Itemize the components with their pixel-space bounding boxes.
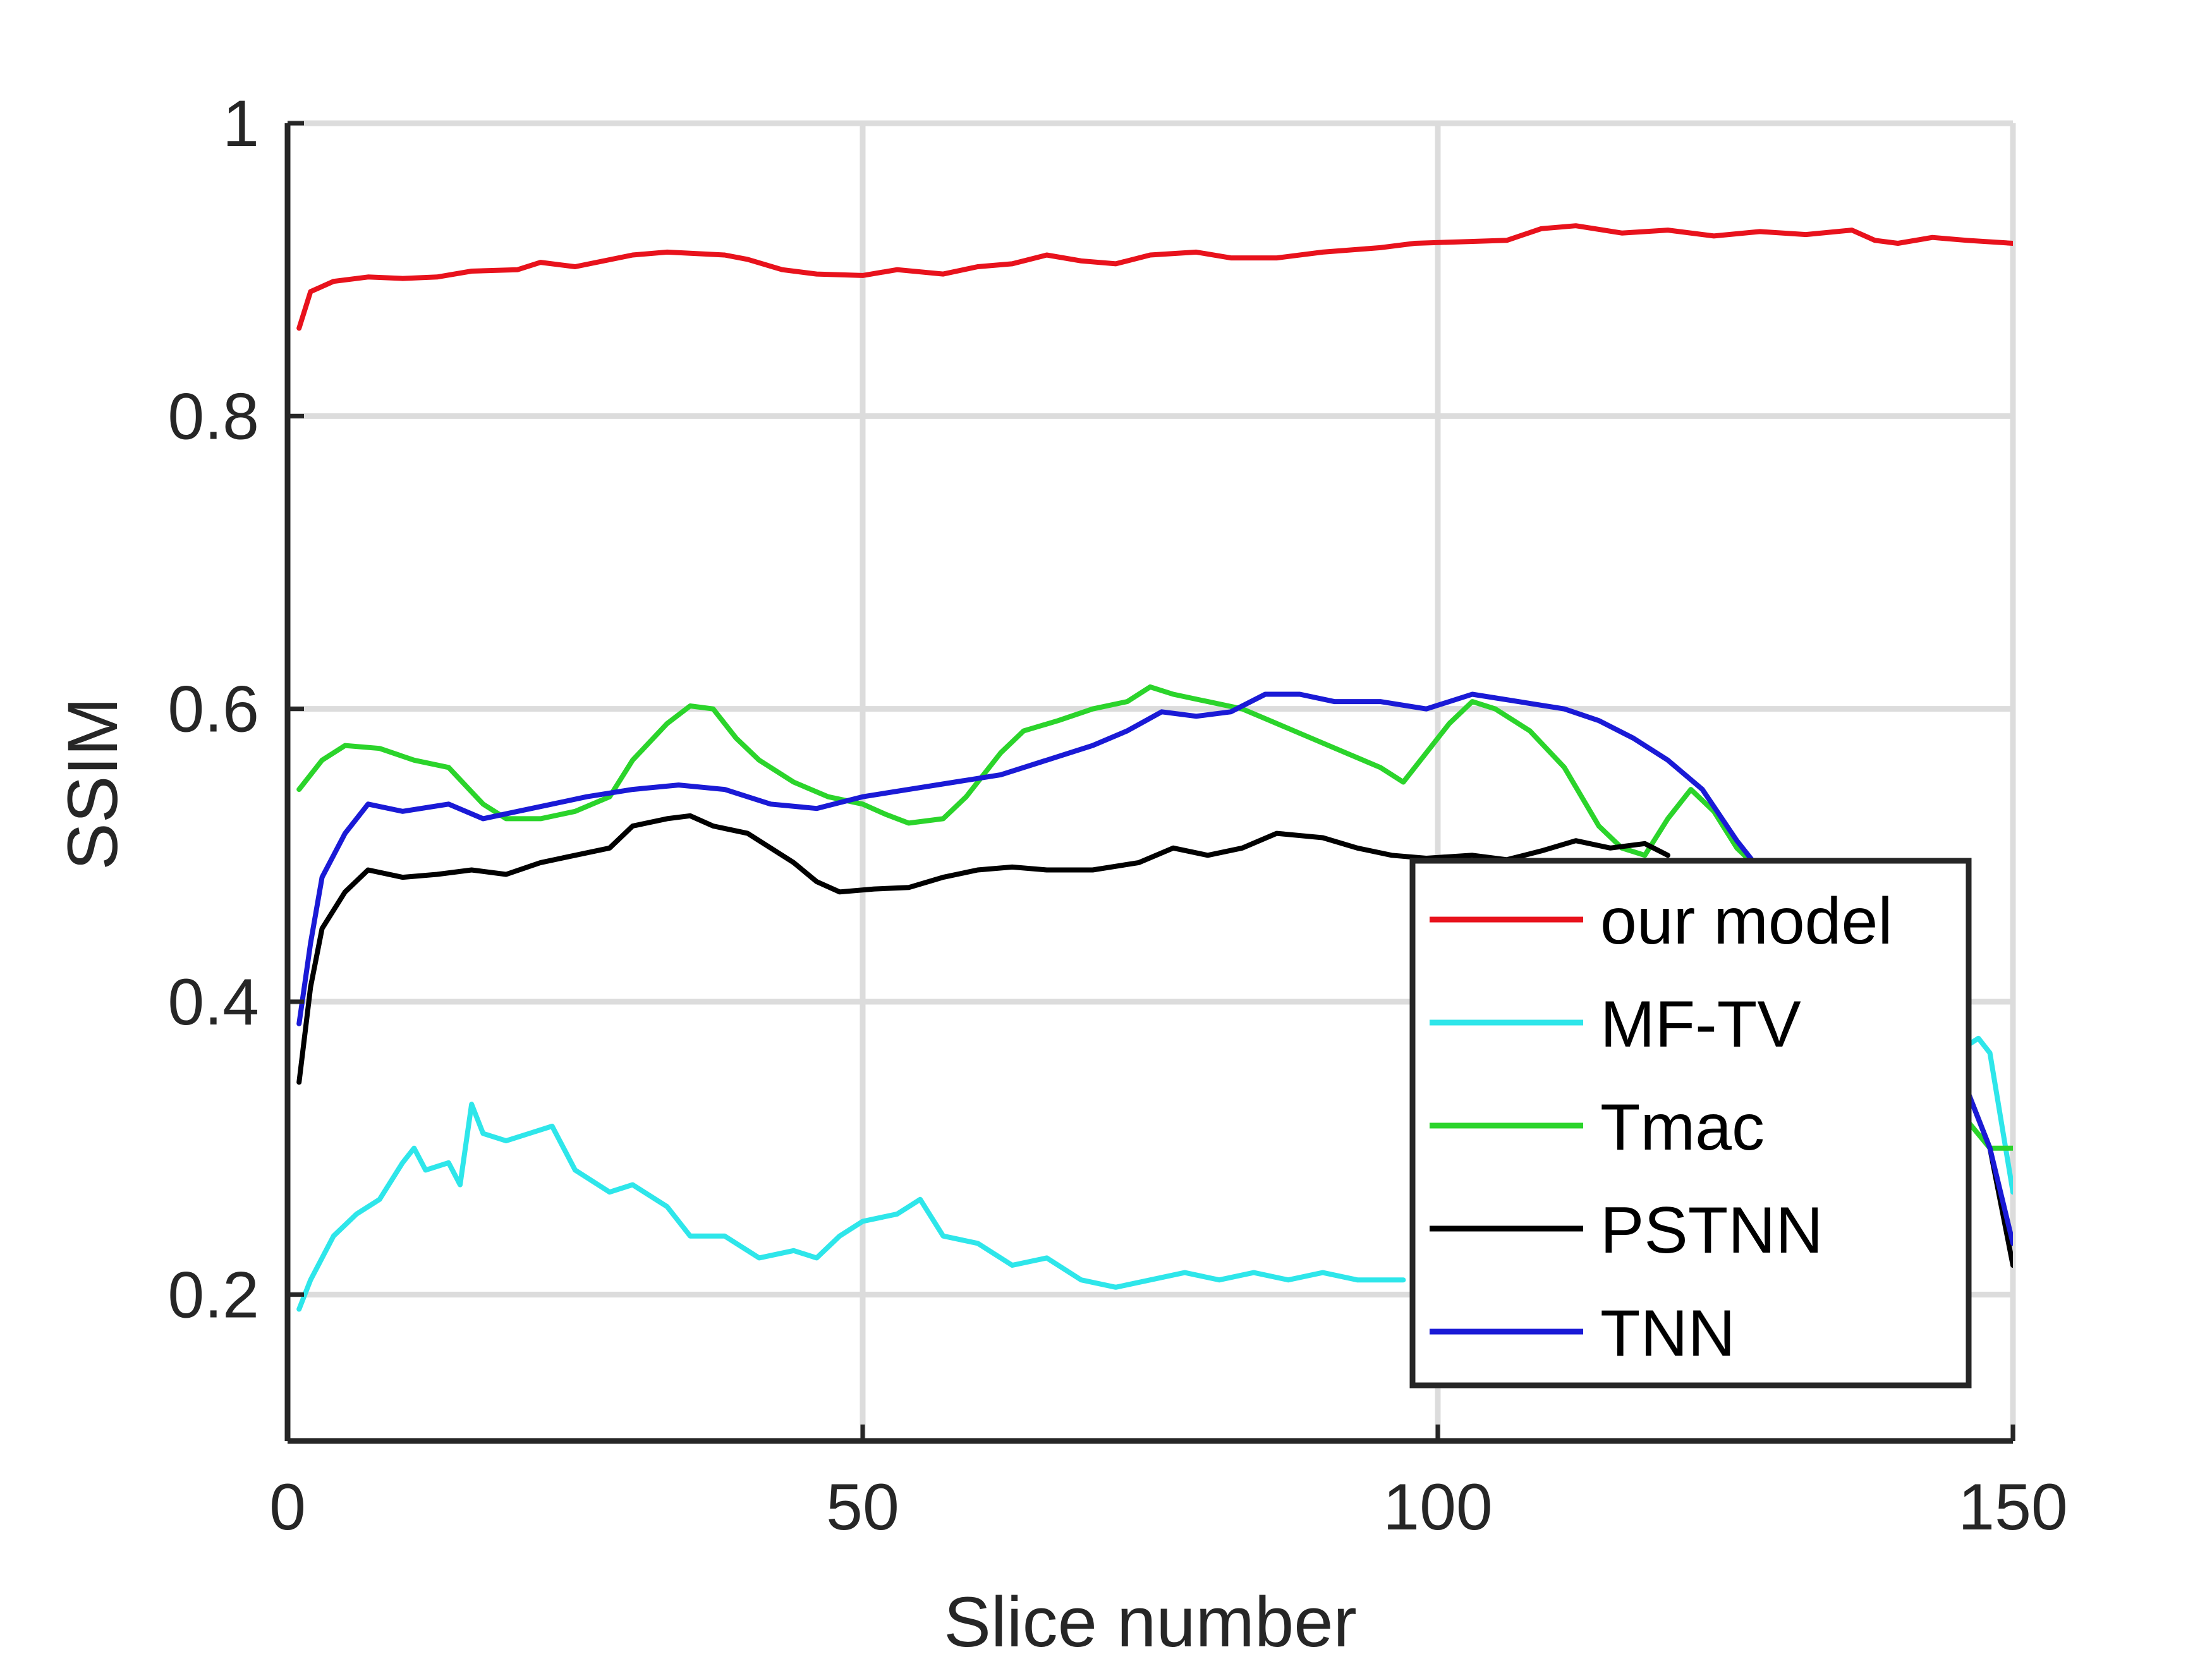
grid — [288, 120, 2016, 1441]
x-tick-label: 50 — [826, 1471, 899, 1544]
legend-label-tnn: TNN — [1600, 1297, 1735, 1370]
x-tick-label: 0 — [269, 1471, 306, 1544]
y-tick-label: 0.6 — [167, 673, 259, 746]
series-line-our-model — [296, 223, 2013, 331]
legend-label-tmac: Tmac — [1600, 1091, 1765, 1164]
x-tick-label: 150 — [1958, 1471, 2068, 1544]
y-tick-label: 1 — [222, 87, 259, 161]
legend: our model MF-TV Tmac PSTNN TNN — [1409, 858, 1972, 1389]
y-axis-label: SSIM — [53, 697, 132, 870]
series-lines — [296, 223, 2013, 1312]
axes — [284, 121, 2015, 1444]
series-line-tnn — [296, 691, 2013, 1246]
y-tick-label: 0.8 — [167, 380, 259, 453]
series-line-tmac — [296, 684, 2013, 1151]
y-tick-label: 0.4 — [167, 966, 259, 1039]
legend-label-mf-tv: MF-TV — [1600, 988, 1801, 1061]
x-axis-label: Slice number — [944, 1583, 1357, 1659]
y-tick-label: 0.2 — [167, 1258, 259, 1332]
tick-labels: 0 50 100 150 0.2 0.4 0.6 0.8 1 — [167, 87, 2067, 1544]
legend-label-our-model: our model — [1600, 885, 1892, 958]
x-tick-label: 100 — [1383, 1471, 1493, 1544]
legend-label-pstnn: PSTNN — [1600, 1194, 1823, 1267]
series-line-mf-tv — [296, 1035, 2013, 1312]
